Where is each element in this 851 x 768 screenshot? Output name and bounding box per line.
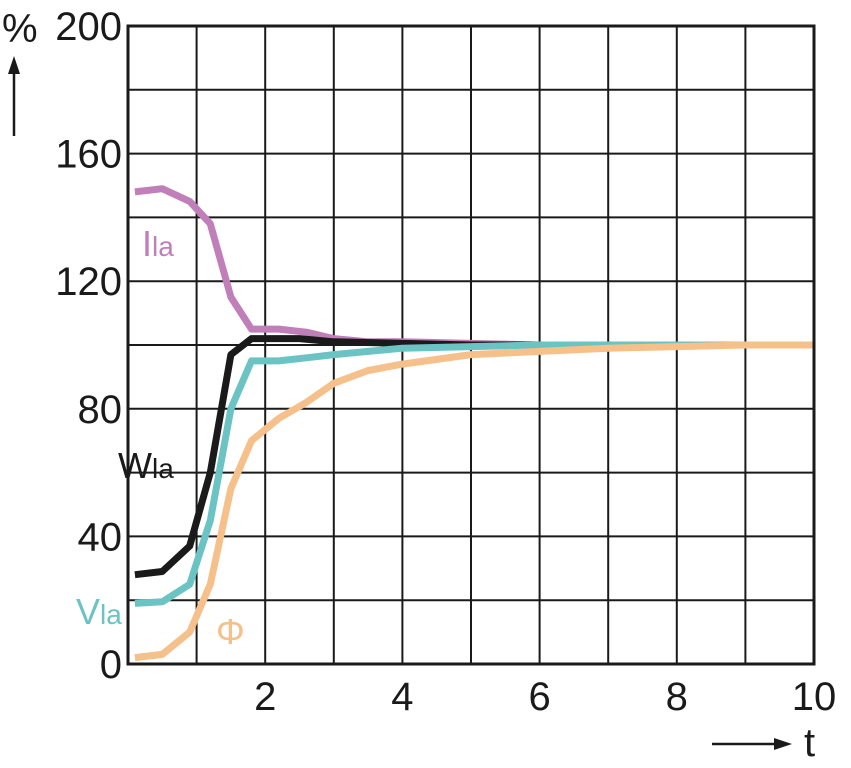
x-tick-label: 6	[528, 675, 550, 719]
x-tick-label: 4	[391, 675, 413, 719]
series-lines	[134, 185, 814, 662]
series-label-w-main: W	[118, 445, 152, 486]
series-label-i-main: I	[142, 223, 152, 264]
x-tick-label: 8	[666, 675, 688, 719]
y-tick-label: 80	[78, 388, 123, 432]
plot-frame	[126, 24, 816, 666]
x-axis-label: t	[804, 721, 815, 765]
y-tick-label: 200	[55, 5, 122, 49]
x-tick-labels: 2 4 6 8 10	[254, 675, 836, 719]
y-tick-label: 160	[55, 133, 122, 177]
y-tick-label: 40	[78, 515, 123, 559]
series-label-v-main: V	[76, 591, 100, 632]
series-line-phi	[134, 341, 814, 662]
series-line-v	[134, 341, 814, 607]
y-axis-arrow-icon	[8, 56, 20, 136]
y-tick-label: 0	[100, 643, 122, 687]
x-tick-label: 10	[792, 675, 837, 719]
series-label-v: Vla	[76, 591, 122, 632]
x-axis-arrow-icon	[712, 738, 792, 750]
y-tick-labels: 0 40 80 120 160 200	[55, 5, 122, 687]
series-label-i: Ila	[142, 223, 174, 264]
x-tick-label: 2	[254, 675, 276, 719]
y-tick-label: 120	[55, 260, 122, 304]
series-label-v-sub: la	[100, 599, 122, 630]
series-line-i	[134, 185, 814, 349]
y-axis-label: %	[2, 7, 38, 51]
series-label-w: Wla	[118, 445, 174, 486]
series-label-i-sub: la	[152, 231, 174, 262]
series-line-w	[134, 335, 814, 579]
series-label-phi: Φ	[216, 611, 245, 652]
series-label-w-sub: la	[152, 453, 174, 484]
series-label-phi-main: Φ	[216, 611, 245, 652]
